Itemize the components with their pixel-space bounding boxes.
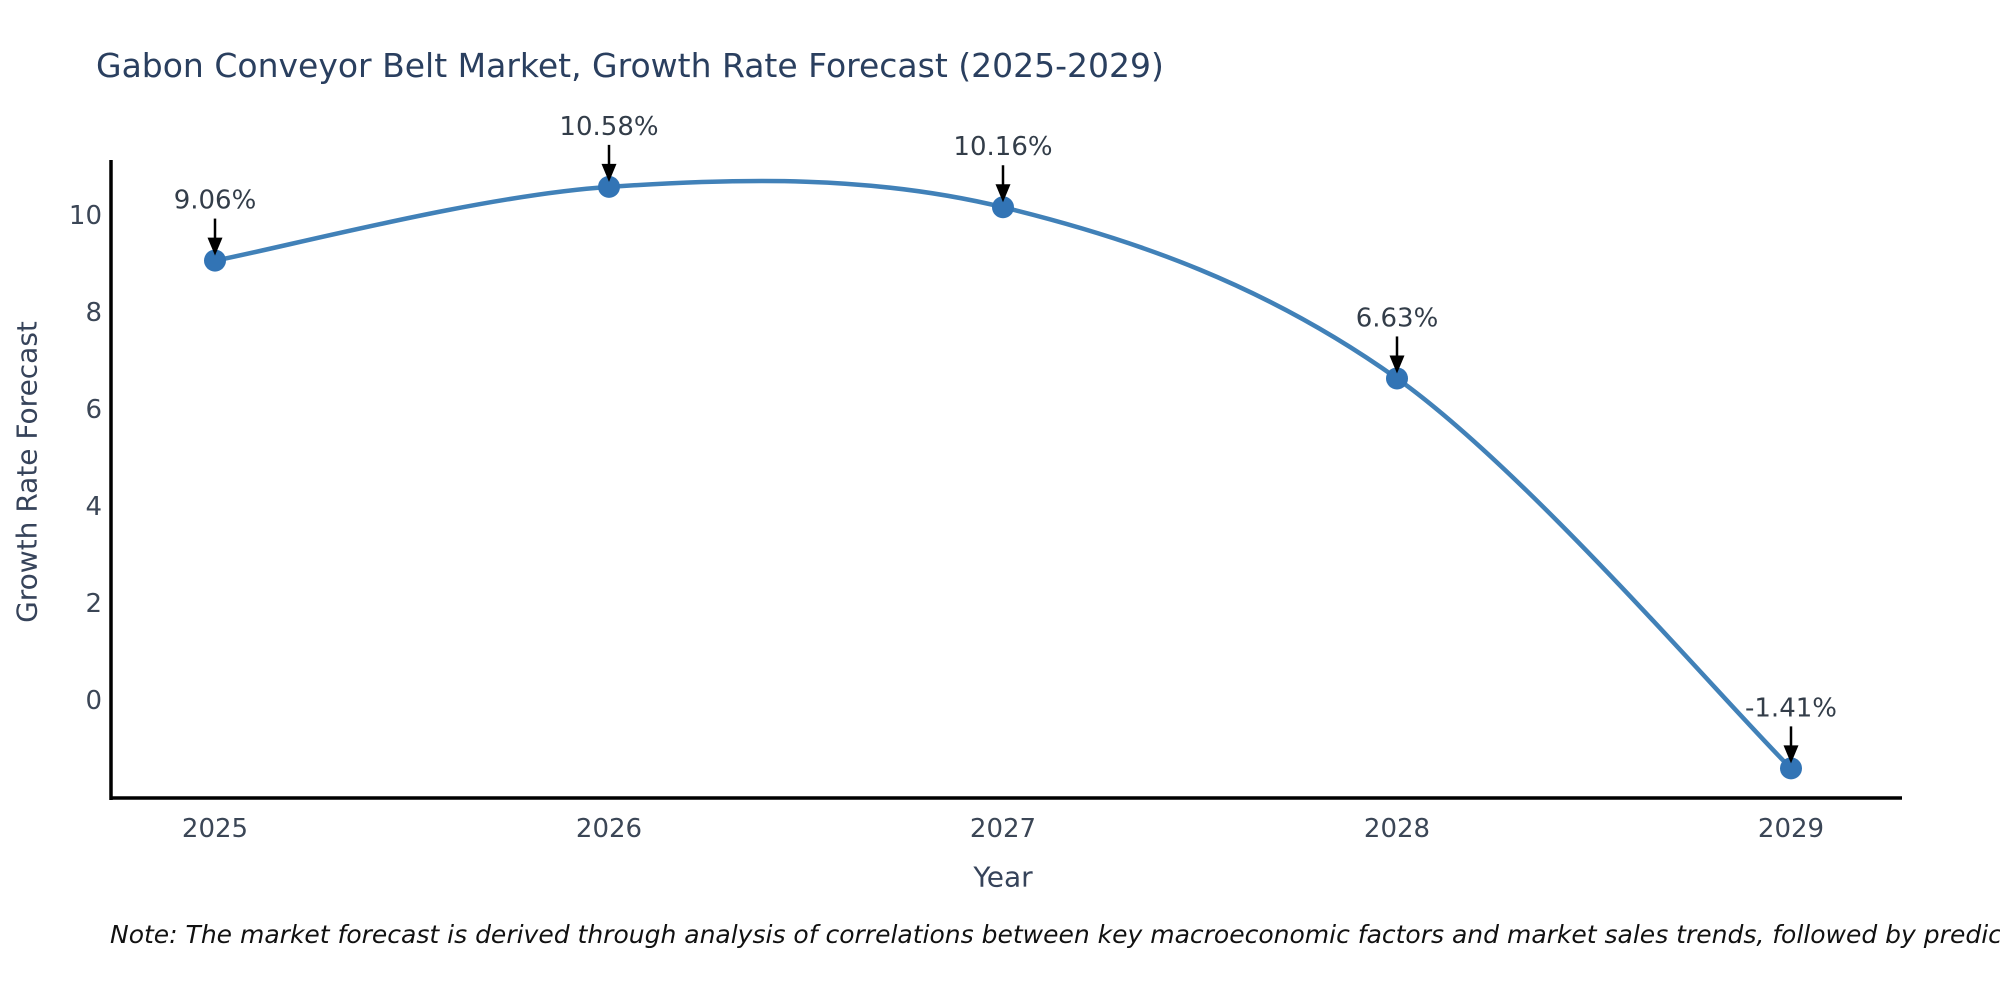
x-tick-label: 2026 [576,814,642,844]
x-tick-label: 2027 [970,814,1036,844]
y-tick-label: 8 [85,298,102,328]
point-value-label: 10.58% [559,112,658,142]
y-tick-label: 10 [69,201,102,231]
x-tick-label: 2025 [182,814,248,844]
x-tick-label: 2029 [1758,814,1824,844]
y-tick-label: 0 [85,686,102,716]
point-value-label: 6.63% [1356,303,1439,333]
data-point-marker [992,196,1014,219]
data-point-marker [1386,367,1408,390]
chart-title: Gabon Conveyor Belt Market, Growth Rate … [96,46,1164,85]
annotation-arrow-head [995,184,1011,203]
annotation-arrow-head [1389,355,1405,374]
y-tick-label: 4 [85,492,102,522]
data-point-marker [204,249,226,272]
annotation-arrow-head [601,163,617,182]
point-value-label: -1.41% [1745,693,1837,723]
point-value-label: 9.06% [174,186,257,216]
y-tick-label: 6 [85,395,102,425]
y-tick-label: 2 [85,589,102,619]
forecast-line [212,178,1794,771]
annotation-arrow-head [207,237,223,256]
point-value-label: 10.16% [953,132,1052,162]
chart-footnote: Note: The market forecast is derived thr… [110,920,2000,949]
data-point-marker [598,175,620,198]
annotation-arrow-head [1783,745,1799,764]
x-tick-label: 2028 [1364,814,1430,844]
data-point-marker [1780,757,1802,780]
x-axis-title: Year [973,860,1033,894]
